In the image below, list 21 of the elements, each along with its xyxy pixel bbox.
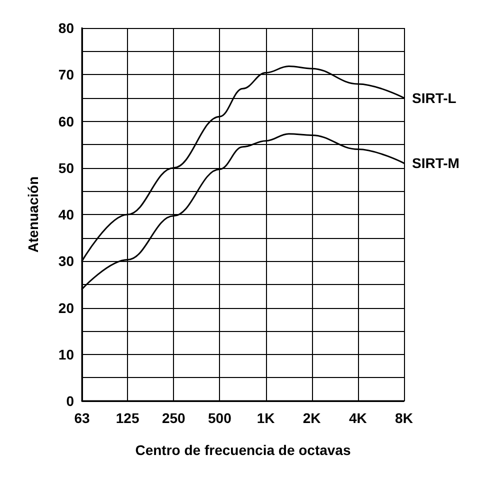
x-tick-label: 8K — [395, 410, 413, 426]
y-tick-label: 20 — [58, 300, 74, 316]
y-tick-label: 70 — [58, 66, 74, 83]
y-tick-label: 50 — [58, 160, 74, 176]
y-tick-label: 60 — [58, 113, 74, 130]
x-tick-label: 63 — [74, 410, 90, 426]
x-tick-label: 4K — [348, 410, 367, 426]
y-tick-label: 10 — [58, 346, 74, 362]
y-tick-label: 80 — [58, 20, 74, 36]
series-label: SIRT-M — [412, 155, 460, 172]
series-label: SIRT-L — [412, 90, 457, 106]
x-tick-label: 1K — [256, 410, 275, 426]
x-axis-title: Centro de frecuencia de octavas — [135, 442, 351, 458]
x-tick-label: 125 — [116, 410, 140, 426]
y-tick-label: 0 — [66, 393, 74, 409]
y-tick-label: 30 — [58, 253, 74, 270]
x-tick-label: 2K — [302, 410, 321, 426]
y-tick-label: 40 — [58, 206, 74, 222]
x-tick-label: 250 — [162, 410, 186, 426]
x-tick-label: 500 — [208, 410, 232, 426]
y-axis-title: Atenuación — [25, 176, 41, 253]
